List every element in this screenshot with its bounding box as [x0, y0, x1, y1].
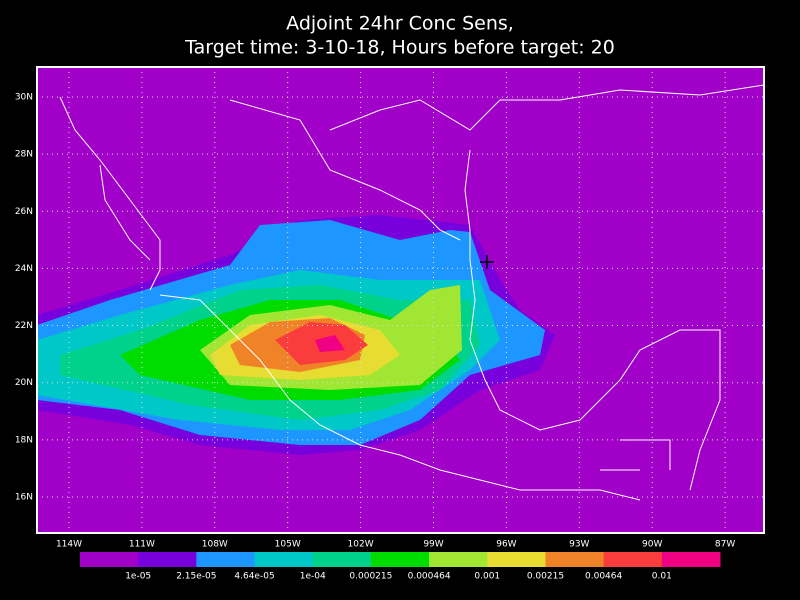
- coastline: [229, 99, 461, 241]
- lat-label: 26N: [15, 207, 33, 217]
- colorbar-label: 2.15e-05: [176, 572, 216, 582]
- lon-label: 102W: [348, 540, 374, 550]
- colorbar-label: 0.000215: [349, 572, 392, 582]
- colorbar-swatch: [312, 552, 372, 567]
- colorbar-swatch: [487, 552, 546, 567]
- lon-label: 90W: [642, 540, 662, 550]
- lat-label: 18N: [15, 435, 33, 445]
- lon-label: 96W: [496, 540, 516, 550]
- lat-label: 24N: [15, 264, 33, 274]
- colorbar-swatch: [138, 552, 197, 567]
- colorbar-swatch: [80, 552, 139, 567]
- lat-label: 22N: [15, 321, 33, 331]
- lat-label: 16N: [15, 492, 33, 502]
- coastline: [59, 96, 161, 291]
- colorbar-swatch: [429, 552, 488, 567]
- colorbar: 1e-05 2.15e-05 4.64e-05 1e-04 0.000215 0.0004…: [80, 552, 721, 582]
- colorbar-swatch: [603, 552, 663, 567]
- coastline: [600, 439, 671, 471]
- title-line: Adjoint 24hr Conc Sens,: [286, 13, 514, 35]
- colorbar-label: 4.64e-05: [234, 572, 274, 582]
- lat-label: 28N: [15, 150, 33, 160]
- colorbar-label: 0.001: [474, 572, 500, 582]
- lon-label: 99W: [423, 540, 443, 550]
- lat-label: 20N: [15, 378, 33, 388]
- target-marker: [480, 255, 494, 269]
- colorbar-label: 0.01: [652, 572, 672, 582]
- colorbar-swatch: [370, 552, 430, 567]
- colorbar-label: 0.000464: [408, 572, 451, 582]
- colorbar-label: 0.00464: [585, 572, 622, 582]
- lon-label: 87W: [715, 540, 735, 550]
- coastline: [159, 294, 641, 501]
- lon-label: 108W: [202, 540, 228, 550]
- map-frame: [36, 66, 765, 534]
- coastline: [464, 149, 721, 491]
- lat-label: 30N: [15, 93, 33, 103]
- title-line: Target time: 3-10-18, Hours before targe…: [184, 37, 615, 59]
- coastline: [329, 84, 765, 131]
- colorbar-swatch: [196, 552, 256, 567]
- colorbar-swatch: [661, 552, 721, 567]
- colorbar-label: 0.00215: [527, 572, 564, 582]
- colorbar-label: 1e-04: [300, 572, 326, 582]
- lon-label: 105W: [275, 540, 301, 550]
- colorbar-swatch: [545, 552, 605, 567]
- colorbar-swatch: [254, 552, 314, 567]
- colorbar-label: 1e-05: [125, 572, 151, 582]
- lon-label: 93W: [569, 540, 589, 550]
- lon-label: 111W: [129, 540, 155, 550]
- map: 30N 28N 26N 24N 22N 20N 18N 16N 114W 111W 108W 105W…: [15, 66, 765, 550]
- lon-label: 114W: [56, 540, 82, 550]
- contour: [315, 335, 345, 352]
